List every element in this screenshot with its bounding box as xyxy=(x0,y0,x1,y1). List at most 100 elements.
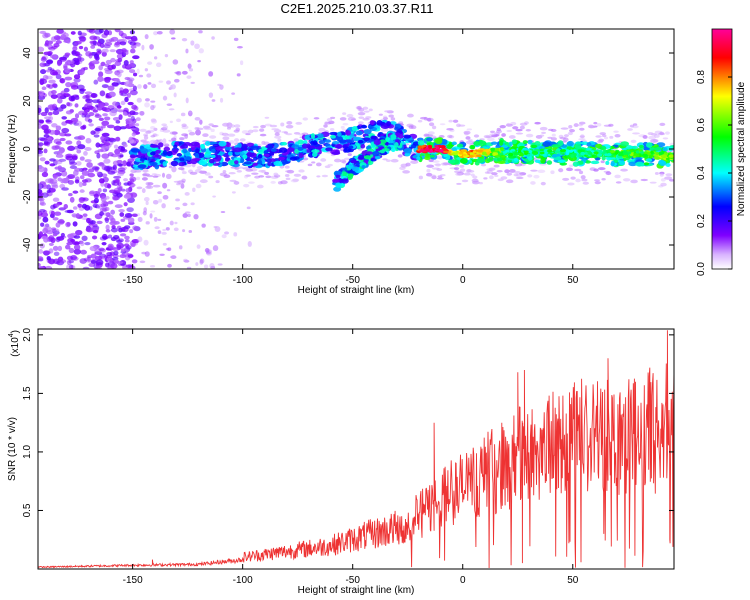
spectrogram-blob xyxy=(487,137,495,141)
spectrogram-blob xyxy=(56,60,62,67)
spectrogram-blob xyxy=(48,79,56,84)
spectrogram-blob xyxy=(533,174,540,179)
spectrogram-blob xyxy=(182,202,188,207)
spectrogram-blob xyxy=(158,198,163,203)
spectrogram-blob xyxy=(501,133,506,137)
spectrogram-blob xyxy=(512,126,519,130)
spectrogram-blob xyxy=(179,157,185,162)
spectrogram-blob xyxy=(150,118,157,123)
spectrogram-blob xyxy=(165,247,170,251)
spectrogram-blob xyxy=(219,131,224,136)
spectrogram-blob xyxy=(164,53,169,58)
spectrogram-blob xyxy=(426,164,435,168)
spectrogram-blob xyxy=(482,151,487,156)
spectrogram-blob xyxy=(136,42,141,47)
spectrogram-blob xyxy=(324,165,331,169)
spectrogram-blob xyxy=(525,133,534,138)
spectrogram-blob xyxy=(351,166,359,172)
spectrogram-blob xyxy=(434,163,442,166)
spectrogram-blob xyxy=(215,145,223,151)
spectrogram-blob xyxy=(586,142,592,147)
spectrogram-blob xyxy=(104,182,111,189)
spectrogram-blob xyxy=(113,175,122,179)
spectrogram-blob xyxy=(548,128,554,132)
spectrogram-blob xyxy=(426,117,434,122)
spectrogram-blob xyxy=(39,202,46,206)
spectrogram-blob xyxy=(39,78,48,85)
spectrogram-blob xyxy=(105,224,110,231)
spectrogram-blob xyxy=(130,127,137,131)
spectrogram-blob xyxy=(335,144,342,149)
spectrogram-blob xyxy=(161,172,166,178)
spectrogram-blob xyxy=(63,87,70,93)
spectrogram-blob xyxy=(110,237,117,242)
spectrogram-blob xyxy=(132,55,140,60)
spectrogram-blob xyxy=(231,191,236,194)
spectrogram-blob xyxy=(72,221,78,227)
spectrogram-blob xyxy=(173,92,177,98)
spectrogram-blob xyxy=(42,216,49,223)
spectrogram-blob xyxy=(64,53,70,58)
spectrogram-blob xyxy=(436,177,444,180)
spectrogram-blob xyxy=(252,129,259,133)
spectrogram-blob xyxy=(71,241,80,246)
spectrogram-blob xyxy=(203,127,212,131)
spectrogram-blob xyxy=(106,251,113,257)
spectrogram-blob xyxy=(510,148,516,152)
spectrogram-blob xyxy=(277,181,283,185)
spectrogram-blob xyxy=(73,248,82,255)
spectrogram-blob xyxy=(568,164,574,167)
spectrogram-blob xyxy=(518,147,523,151)
spectrogram-blob xyxy=(93,134,100,138)
spectrogram-blob xyxy=(491,172,498,176)
spectrogram-blob xyxy=(594,181,601,185)
spectrogram-blob xyxy=(53,35,61,41)
spectrogram-blob xyxy=(116,159,123,164)
spectrogram-blob xyxy=(170,256,175,259)
spectrogram-blob xyxy=(363,110,370,113)
spectrogram-blob xyxy=(71,50,77,55)
spectrogram-blob xyxy=(137,84,142,89)
spectrogram-blob xyxy=(638,134,647,138)
spectrogram-blob xyxy=(42,33,49,39)
spectrogram-blob xyxy=(101,107,107,112)
spectrogram-blob xyxy=(194,43,200,50)
spectrogram-blob xyxy=(199,179,208,184)
spectrogram-blob xyxy=(162,194,169,200)
spectrogram-blob xyxy=(64,133,72,137)
spectrogram-blob xyxy=(204,248,210,253)
spectrogram-blob xyxy=(89,63,96,70)
spectrogram-blob xyxy=(39,62,47,68)
snr-y-tick-label: 1.0 xyxy=(22,445,33,459)
spectrogram-blob xyxy=(133,105,139,111)
spectrogram-blob xyxy=(98,64,103,71)
spectrogram-blob xyxy=(559,149,567,153)
snr-y-scale: (x104) xyxy=(8,330,21,357)
spectrogram-blob xyxy=(198,48,204,54)
spectrogram-blob xyxy=(246,206,251,210)
spectrogram-blob xyxy=(46,190,51,194)
spectrogram-blob xyxy=(79,189,85,193)
spectrogram-blob xyxy=(157,142,164,148)
spectrogram-blob xyxy=(593,151,599,155)
spectrogram-blob xyxy=(159,138,163,143)
spectrogram-blob xyxy=(452,119,459,123)
spectrogram-blob xyxy=(70,95,75,101)
spectrogram-blob xyxy=(563,134,569,138)
spectrogram-blob xyxy=(116,193,123,198)
spectrogram-blob xyxy=(85,137,92,144)
spectrogram-blob xyxy=(114,61,122,67)
spectrogram-blob xyxy=(269,124,278,128)
spectrogram-blob xyxy=(110,227,118,233)
spectrogram-blob xyxy=(51,123,58,128)
spectrogram-blob xyxy=(347,116,356,121)
spectrogram-blob xyxy=(74,95,80,101)
spectrogram-blob xyxy=(103,158,111,164)
spectrogram-blob xyxy=(233,232,238,237)
spectrogram-blob xyxy=(622,151,629,156)
spectrogram-blob xyxy=(145,201,149,206)
spectrogram-blob xyxy=(67,180,75,185)
spectrogram-blob xyxy=(515,128,523,132)
spectrogram-blob xyxy=(100,135,107,141)
spectrogram-blob xyxy=(423,134,430,138)
